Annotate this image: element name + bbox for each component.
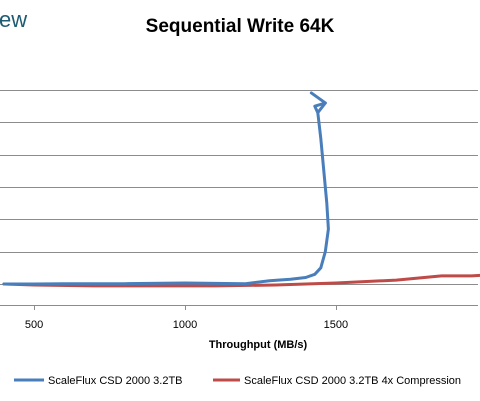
x-axis-ticks: 5001000150020 xyxy=(25,305,348,331)
brand-logo-fragment: ew xyxy=(0,7,27,32)
x-tick-label: 500 xyxy=(25,319,43,331)
x-axis-label: Throughput (MB/s) xyxy=(209,339,308,351)
series-line xyxy=(2,101,330,286)
legend-label: ScaleFlux CSD 2000 3.2TB xyxy=(48,375,183,387)
chart-title: Sequential Write 64K xyxy=(146,16,335,37)
legend: ScaleFlux CSD 2000 3.2TB ScaleFlux CSD 20… xyxy=(14,375,461,387)
x-tick-label: 1500 xyxy=(324,319,348,331)
series-line xyxy=(2,273,480,288)
series-arrowhead xyxy=(309,91,327,114)
gridlines xyxy=(0,90,478,306)
x-tick-label: 1000 xyxy=(173,319,197,331)
plot-series xyxy=(2,91,480,288)
legend-label: ScaleFlux CSD 2000 3.2TB 4x Compression xyxy=(244,375,461,387)
